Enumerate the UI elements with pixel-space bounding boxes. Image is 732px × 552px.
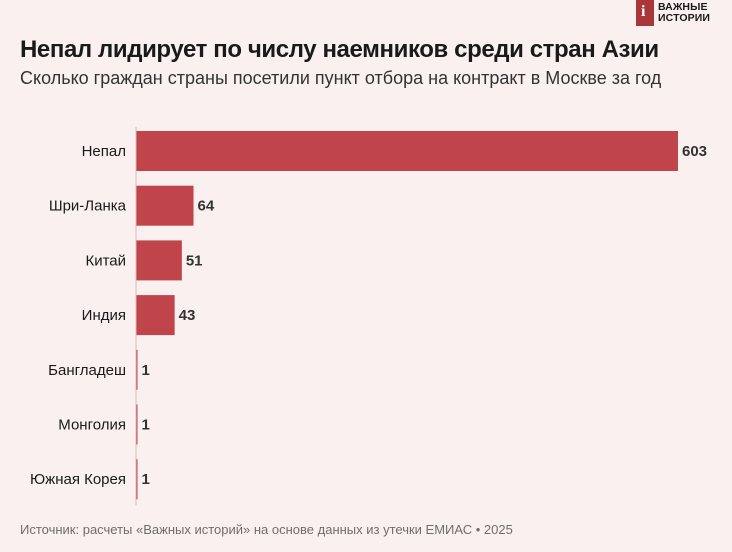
category-label-шри-ланка: Шри-Ланка: [49, 198, 127, 215]
brand-line-1: ВАЖНЫЕ: [658, 1, 708, 13]
brand-logo-letter: i: [641, 3, 646, 20]
bar-китай: [136, 240, 182, 281]
brand-logo-mark: i: [636, 0, 654, 26]
category-label-бангладеш: Бангладеш: [48, 362, 126, 379]
bar-непал: [136, 131, 678, 171]
value-label-китай: 51: [186, 252, 203, 269]
bar-шри-ланка: [136, 185, 194, 226]
value-label-шри-ланка: 64: [198, 198, 215, 215]
value-label-южная-корея: 1: [142, 471, 150, 488]
brand-logo-text: ВАЖНЫЕ ИСТОРИИ: [658, 2, 710, 24]
bar-бангладеш: [136, 349, 138, 390]
category-label-южная-корея: Южная Корея: [30, 471, 126, 488]
brand-logo: i ВАЖНЫЕ ИСТОРИИ: [636, 0, 710, 26]
category-label-китай: Китай: [85, 252, 126, 269]
value-label-непал: 603: [682, 143, 707, 160]
bar-индия: [136, 295, 175, 336]
value-label-монголия: 1: [142, 417, 150, 434]
category-label-индия: Индия: [82, 307, 126, 324]
value-label-бангладеш: 1: [142, 362, 150, 379]
bar-южная-корея: [136, 459, 138, 500]
chart-subtitle: Сколько граждан страны посетили пункт от…: [20, 68, 662, 88]
brand-line-2: ИСТОРИИ: [658, 12, 710, 24]
category-label-непал: Непал: [82, 143, 126, 160]
category-label-монголия: Монголия: [58, 417, 126, 434]
source-note: Источник: расчеты «Важных историй» на ос…: [20, 522, 513, 537]
bar-монголия: [136, 404, 138, 445]
chart-title: Непал лидирует по числу наемников среди …: [20, 36, 659, 63]
value-label-индия: 43: [179, 307, 196, 324]
